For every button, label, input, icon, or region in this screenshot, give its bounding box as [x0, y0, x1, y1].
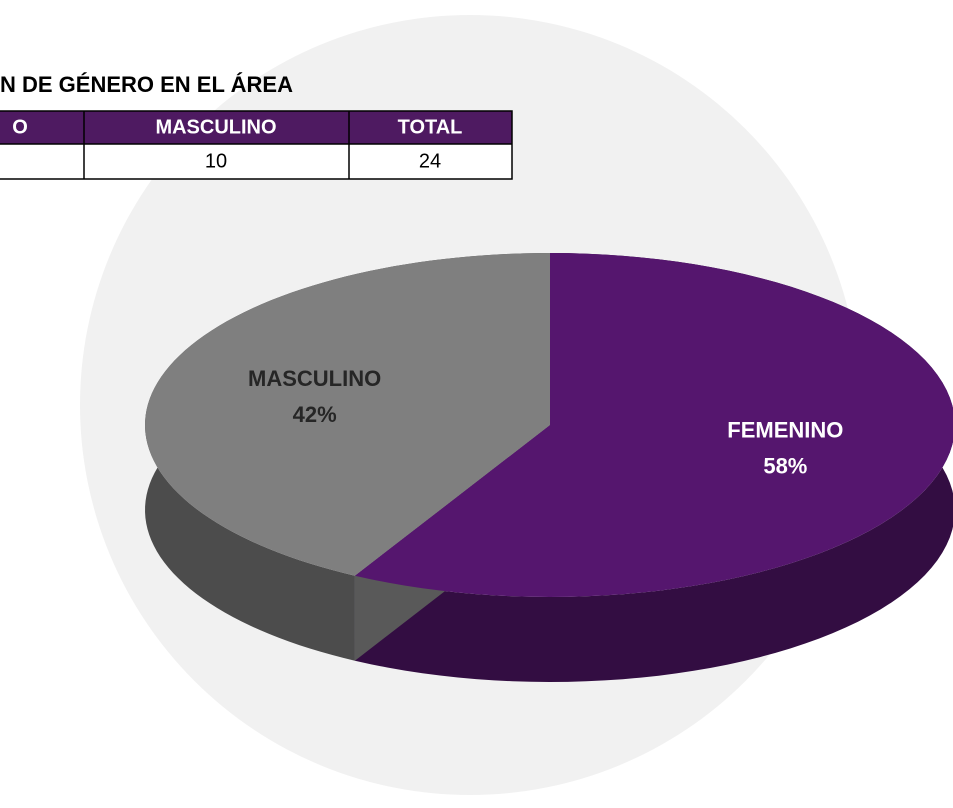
- slice-label: FEMENINO: [727, 417, 843, 442]
- title: N DE GÉNERO EN EL ÁREA: [0, 72, 293, 97]
- slice-value-label: 42%: [293, 402, 337, 427]
- chart: N DE GÉNERO EN EL ÁREA O MASCULINO TOTAL…: [0, 0, 953, 808]
- table-cell: 10: [205, 150, 227, 172]
- slice-label: MASCULINO: [248, 366, 381, 391]
- table-header: O: [12, 116, 28, 138]
- slice-value-label: 58%: [763, 453, 807, 478]
- table-header: TOTAL: [398, 116, 463, 138]
- table-header: MASCULINO: [155, 116, 276, 138]
- page: N DE GÉNERO EN EL ÁREA O MASCULINO TOTAL…: [0, 0, 953, 808]
- table-cell: 24: [419, 150, 441, 172]
